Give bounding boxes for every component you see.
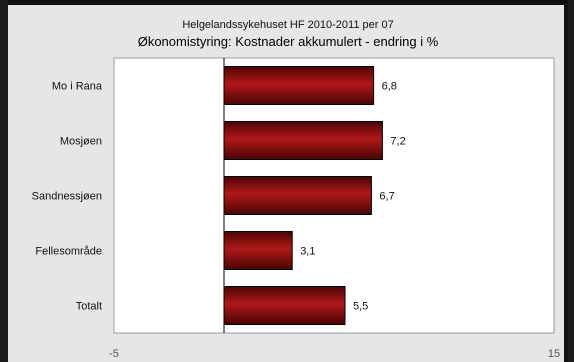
x-tick-label: 15 bbox=[548, 348, 560, 360]
bar-4 bbox=[223, 286, 346, 325]
category-label: Totalt bbox=[76, 301, 102, 313]
value-label: 3,1 bbox=[300, 246, 315, 258]
category-label: Mosjøen bbox=[60, 136, 102, 148]
value-label: 5,5 bbox=[353, 301, 368, 313]
chart-subtitle: Helgelandssykehuset HF 2010-2011 per 07 bbox=[182, 19, 394, 31]
frame-top-border bbox=[8, 0, 568, 5]
bar-2 bbox=[223, 176, 372, 215]
category-label: Fellesområde bbox=[35, 246, 102, 258]
category-label: Sandnessjøen bbox=[32, 191, 102, 203]
value-label: 6,8 bbox=[382, 81, 397, 93]
chart-title: Økonomistyring: Kostnader akkumulert - e… bbox=[137, 34, 439, 49]
value-label: 6,7 bbox=[379, 191, 394, 203]
value-label: 7,2 bbox=[390, 136, 405, 148]
bar-3 bbox=[223, 231, 293, 270]
bar-1 bbox=[223, 121, 383, 160]
category-label: Mo i Rana bbox=[52, 81, 103, 93]
bar-0 bbox=[223, 66, 375, 105]
x-tick-label: -5 bbox=[109, 348, 119, 360]
frame-right-border bbox=[564, 0, 568, 362]
